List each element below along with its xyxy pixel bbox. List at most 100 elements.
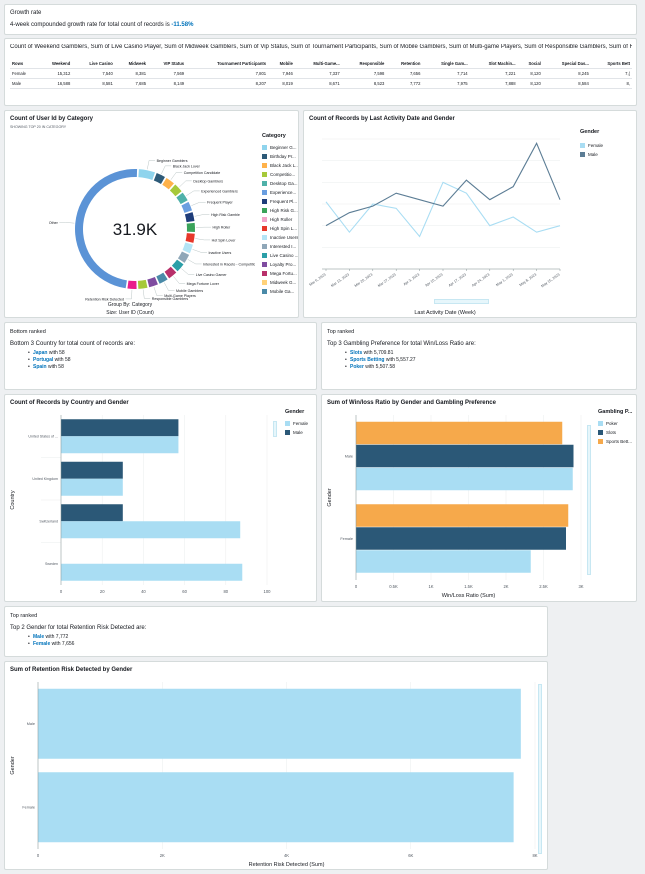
table-cell: 7,221: [469, 68, 518, 79]
legend-item[interactable]: Female: [285, 419, 315, 428]
donut-slice[interactable]: [181, 201, 193, 213]
table-header-cell[interactable]: Sports Bett: [590, 59, 632, 69]
ranked-item-value: with 58: [47, 350, 65, 356]
legend-item[interactable]: Beginner G...: [262, 143, 298, 152]
ranked-item-name[interactable]: Poker: [350, 364, 364, 370]
table-header-cell[interactable]: Slot Machin...: [469, 59, 518, 69]
table-header-cell[interactable]: Multi-Game...: [294, 59, 342, 69]
donut-slice[interactable]: [147, 277, 158, 288]
donut-slice[interactable]: [153, 173, 165, 184]
bar-slots[interactable]: [356, 527, 566, 550]
donut-slice[interactable]: [177, 251, 190, 263]
bar-male[interactable]: [61, 461, 123, 479]
donut-slice[interactable]: [169, 184, 182, 197]
table-header-cell[interactable]: Social: [517, 59, 543, 69]
summary-table-title: Count of Weekend Gamblers, Sum of Live C…: [10, 44, 632, 50]
bar-female[interactable]: [61, 521, 241, 539]
legend-label: Desktop Ga...: [270, 181, 298, 186]
bar-slots[interactable]: [356, 444, 574, 468]
ranked-item-name[interactable]: Slots: [350, 350, 363, 356]
legend-item[interactable]: High Roller: [262, 215, 298, 224]
legend-item[interactable]: High Risk G...: [262, 206, 298, 215]
bar-sports-bett-[interactable]: [356, 550, 531, 573]
donut-slice[interactable]: [127, 280, 137, 289]
legend-item[interactable]: Birthday Pr...: [262, 152, 298, 161]
legend-item[interactable]: Slots: [598, 428, 636, 437]
legend-item[interactable]: Frequent Pl...: [262, 197, 298, 206]
donut-slice[interactable]: [138, 169, 156, 180]
table-header-cell[interactable]: Weekend: [37, 59, 73, 69]
donut-slice[interactable]: [182, 242, 193, 254]
bar-poker[interactable]: [356, 504, 569, 527]
table-header-cell[interactable]: Live Casino: [72, 59, 115, 69]
legend-label: Mobile Ga...: [270, 289, 295, 294]
line-legend-title: Gender: [580, 129, 600, 135]
line-series-female[interactable]: [325, 181, 561, 238]
donut-slice[interactable]: [156, 272, 168, 284]
donut-slice-label: Inactive Users: [208, 251, 231, 255]
table-header-cell[interactable]: Mobile: [268, 59, 295, 69]
table-header-cell[interactable]: Midweek: [114, 59, 149, 69]
donut-leader-line: [164, 282, 175, 291]
ranked-item-name[interactable]: Portugal: [33, 357, 54, 363]
bar-female[interactable]: [61, 563, 243, 581]
line-x-scrollbar[interactable]: [434, 299, 489, 304]
table-header-cell[interactable]: VIP Status: [148, 59, 187, 69]
legend-item[interactable]: Sports Bett...: [598, 437, 636, 446]
legend-item[interactable]: High Spin L...: [262, 224, 298, 233]
donut-slice[interactable]: [185, 233, 195, 243]
line-series-male[interactable]: [325, 142, 561, 227]
donut-slice[interactable]: [184, 212, 195, 223]
legend-item[interactable]: Mega Fortu...: [262, 269, 298, 278]
legend-item[interactable]: Live Casino ...: [262, 251, 298, 260]
bar-sports-bett-[interactable]: [356, 467, 573, 491]
legend-item[interactable]: Male: [580, 150, 635, 159]
x-tick-label: 1.5K: [464, 584, 473, 589]
winloss-legend-scrollbar[interactable]: [587, 425, 591, 575]
bar-female[interactable]: [61, 436, 179, 454]
table-header-cell[interactable]: Special Das...: [542, 59, 591, 69]
bar-female[interactable]: [61, 478, 123, 496]
donut-slice[interactable]: [171, 259, 184, 272]
bar-male[interactable]: [61, 504, 123, 522]
ranked-item-name[interactable]: Spain: [33, 364, 47, 370]
bar-male[interactable]: [61, 419, 179, 437]
ranked-item-name[interactable]: Japan: [33, 350, 48, 356]
legend-item[interactable]: Experience...: [262, 188, 298, 197]
line-chart-title: Count of Records by Last Activity Date a…: [309, 116, 455, 122]
bar-female[interactable]: [38, 772, 514, 843]
ranked-item-name[interactable]: Female: [33, 641, 51, 647]
donut-slice-label: Hot Spin Lover: [212, 238, 237, 242]
legend-item[interactable]: Black Jack L...: [262, 161, 298, 170]
legend-item[interactable]: Desktop Ga...: [262, 179, 298, 188]
x-tick-label: Apr 17, 2023: [448, 273, 467, 288]
country-legend-scrollbar[interactable]: [273, 421, 277, 437]
legend-item[interactable]: Poker: [598, 419, 636, 428]
legend-item[interactable]: Competitio...: [262, 170, 298, 179]
x-tick-label: 2K: [503, 584, 508, 589]
table-cell: 8,149: [148, 78, 187, 89]
legend-item[interactable]: Male: [285, 428, 315, 437]
donut-slice[interactable]: [186, 222, 195, 233]
bar-male[interactable]: [38, 688, 521, 759]
legend-item[interactable]: Interested I...: [262, 242, 298, 251]
donut-slice[interactable]: [137, 279, 148, 289]
donut-slice[interactable]: [176, 192, 188, 205]
legend-item[interactable]: Mobile Ga...: [262, 287, 298, 296]
legend-item[interactable]: Inactive Users: [262, 233, 298, 242]
retention-scrollbar[interactable]: [538, 684, 542, 854]
table-header-cell[interactable]: Single Gam...: [422, 59, 470, 69]
table-header-cell[interactable]: Tournament Participants: [186, 59, 269, 69]
ranked-item-name[interactable]: Sports Betting: [350, 357, 385, 363]
legend-item[interactable]: Midweek G...: [262, 278, 298, 287]
legend-item[interactable]: Female: [580, 141, 635, 150]
bar-poker[interactable]: [356, 421, 563, 445]
table-header-cell[interactable]: Retention: [386, 59, 423, 69]
table-header-cell[interactable]: Responsible: [341, 59, 387, 69]
donut-slice[interactable]: [75, 169, 138, 289]
legend-item[interactable]: Loyalty Pro...: [262, 260, 298, 269]
donut-slice[interactable]: [164, 266, 177, 279]
table-header-cell[interactable]: Rows: [10, 59, 38, 69]
donut-slice[interactable]: [162, 177, 174, 190]
ranked-item-name[interactable]: Male: [33, 634, 45, 640]
